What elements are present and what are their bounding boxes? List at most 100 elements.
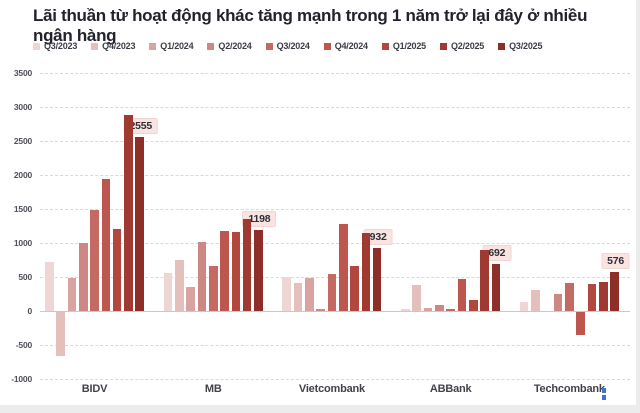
legend-swatch-icon bbox=[439, 42, 447, 50]
tiny-link-icon[interactable] bbox=[602, 388, 606, 393]
legend-label: Q4/2023 bbox=[102, 41, 136, 51]
y-axis-tick-label: 3500 bbox=[13, 68, 32, 78]
bar-mb-Q3-2024[interactable] bbox=[208, 266, 218, 311]
bar-vietcombank-Q1-2024[interactable] bbox=[305, 277, 314, 311]
gridline bbox=[40, 73, 630, 74]
x-axis-label-abbank: ABBank bbox=[429, 383, 472, 395]
bar-abbank-Q1-2025[interactable] bbox=[468, 299, 478, 311]
tiny-link-icon[interactable] bbox=[602, 395, 606, 400]
legend-label: Q4/2024 bbox=[334, 41, 368, 51]
legend-label: Q1/2025 bbox=[392, 41, 426, 51]
legend-item-Q3-2025[interactable]: Q3/2025 bbox=[498, 41, 542, 51]
x-axis-label-techcombank: Techcombank bbox=[533, 383, 605, 395]
bar-vietcombank-Q2-2025[interactable] bbox=[361, 232, 371, 311]
bar-bidv-Q1-2025[interactable] bbox=[112, 229, 122, 311]
legend-label: Q3/2024 bbox=[276, 41, 310, 51]
bar-mb-Q2-2025[interactable] bbox=[242, 219, 252, 311]
gridline bbox=[40, 345, 630, 346]
bar-abbank-Q4-2023[interactable] bbox=[412, 285, 422, 311]
bar-bidv-Q3-2024[interactable] bbox=[90, 209, 99, 311]
gridline bbox=[40, 141, 630, 142]
right-edge-strip bbox=[636, 0, 640, 413]
y-axis-tick-label: 2000 bbox=[13, 170, 32, 180]
legend-swatch-icon bbox=[381, 42, 389, 50]
bar-techcombank-Q3-2025[interactable] bbox=[610, 271, 619, 311]
legend-swatch-icon bbox=[323, 42, 331, 50]
legend-item-Q2-2024[interactable]: Q2/2024 bbox=[207, 41, 252, 51]
bar-techcombank-Q2-2024[interactable] bbox=[553, 293, 563, 311]
legend-item-Q4-2023[interactable]: Q4/2023 bbox=[91, 41, 135, 51]
legend-swatch-icon bbox=[91, 42, 99, 50]
bar-vietcombank-Q4-2023[interactable] bbox=[293, 283, 303, 311]
legend-swatch-icon bbox=[498, 42, 506, 50]
bar-abbank-Q2-2025[interactable] bbox=[480, 250, 489, 311]
gridline bbox=[40, 379, 630, 380]
chart-title: Lãi thuần từ hoạt động khác tăng mạnh tr… bbox=[33, 6, 588, 45]
bar-techcombank-Q4-2023[interactable] bbox=[531, 289, 540, 311]
bar-techcombank-Q3-2023[interactable] bbox=[519, 302, 529, 311]
bar-bidv-Q2-2025[interactable] bbox=[124, 115, 133, 311]
bar-techcombank-Q4-2024[interactable] bbox=[576, 312, 585, 336]
zero-gridline bbox=[40, 311, 630, 312]
bar-techcombank-Q2-2025[interactable] bbox=[598, 282, 608, 311]
legend-item-Q3-2024[interactable]: Q3/2024 bbox=[265, 41, 310, 51]
bar-mb-Q4-2024[interactable] bbox=[220, 231, 229, 311]
legend-item-Q1-2025[interactable]: Q1/2025 bbox=[381, 41, 426, 51]
y-axis-tick-label: 500 bbox=[18, 272, 32, 282]
y-axis-tick-label: -1000 bbox=[11, 374, 32, 384]
legend-swatch-icon bbox=[265, 42, 273, 50]
gridline bbox=[40, 107, 630, 108]
legend-label: Q2/2024 bbox=[218, 41, 252, 51]
legend-swatch-icon bbox=[149, 42, 157, 50]
bar-mb-Q1-2024[interactable] bbox=[186, 287, 195, 311]
bar-vietcombank-Q3-2023[interactable] bbox=[282, 276, 292, 311]
y-axis-tick-label: 3000 bbox=[13, 102, 32, 112]
bar-bidv-Q4-2023[interactable] bbox=[56, 312, 65, 357]
y-axis-tick-label: 0 bbox=[27, 306, 32, 316]
bar-mb-Q2-2024[interactable] bbox=[197, 242, 207, 311]
legend-label: Q3/2023 bbox=[44, 41, 78, 51]
bar-bidv-Q3-2025[interactable] bbox=[135, 137, 145, 311]
bar-abbank-Q3-2023[interactable] bbox=[401, 308, 410, 311]
bar-vietcombank-Q3-2025[interactable] bbox=[372, 247, 382, 311]
data-label-vietcombank: 932 bbox=[363, 228, 393, 245]
bar-vietcombank-Q3-2024[interactable] bbox=[327, 273, 337, 311]
data-label-techcombank: 576 bbox=[601, 252, 631, 269]
x-axis-label-vietcombank: Vietcombank bbox=[298, 383, 365, 395]
legend-label: Q2/2025 bbox=[450, 41, 485, 51]
y-axis-tick-label: 2500 bbox=[13, 136, 32, 146]
legend-item-Q1-2024[interactable]: Q1/2024 bbox=[149, 41, 194, 51]
gridline bbox=[40, 243, 630, 244]
bar-mb-Q3-2025[interactable] bbox=[254, 229, 263, 311]
bar-mb-Q3-2023[interactable] bbox=[163, 273, 173, 311]
bar-vietcombank-Q4-2024[interactable] bbox=[338, 223, 348, 311]
y-axis-tick-label: -500 bbox=[15, 340, 32, 350]
bar-abbank-Q1-2024[interactable] bbox=[423, 307, 433, 311]
legend-label: Q3/2025 bbox=[509, 41, 543, 51]
bar-bidv-Q1-2024[interactable] bbox=[67, 277, 77, 311]
data-label-abbank: 692 bbox=[482, 244, 512, 261]
bar-abbank-Q2-2024[interactable] bbox=[435, 305, 444, 311]
bar-mb-Q1-2025[interactable] bbox=[231, 232, 241, 311]
x-axis-label-bidv: BIDV bbox=[81, 383, 108, 395]
legend-item-Q4-2024[interactable]: Q4/2024 bbox=[323, 41, 368, 51]
bar-bidv-Q2-2024[interactable] bbox=[78, 242, 88, 311]
bar-vietcombank-Q1-2025[interactable] bbox=[350, 266, 359, 311]
bar-bidv-Q3-2023[interactable] bbox=[45, 262, 54, 311]
bar-techcombank-Q3-2024[interactable] bbox=[565, 283, 574, 311]
legend-item-Q3-2023[interactable]: Q3/2023 bbox=[33, 41, 77, 51]
y-axis-tick-label: 1500 bbox=[13, 204, 32, 214]
legend-item-Q2-2025[interactable]: Q2/2025 bbox=[439, 41, 485, 51]
bar-vietcombank-Q2-2024[interactable] bbox=[316, 308, 325, 311]
bar-techcombank-Q1-2025[interactable] bbox=[587, 284, 597, 311]
bar-abbank-Q4-2024[interactable] bbox=[457, 279, 467, 311]
bar-abbank-Q3-2024[interactable] bbox=[446, 309, 455, 311]
x-axis-label-mb: MB bbox=[204, 383, 222, 395]
bar-mb-Q4-2023[interactable] bbox=[175, 260, 184, 311]
bar-abbank-Q3-2025[interactable] bbox=[491, 263, 501, 311]
y-axis-tick-label: 1000 bbox=[13, 238, 32, 248]
bar-bidv-Q4-2024[interactable] bbox=[101, 179, 111, 311]
gridline bbox=[40, 209, 630, 210]
gridline bbox=[40, 175, 630, 176]
